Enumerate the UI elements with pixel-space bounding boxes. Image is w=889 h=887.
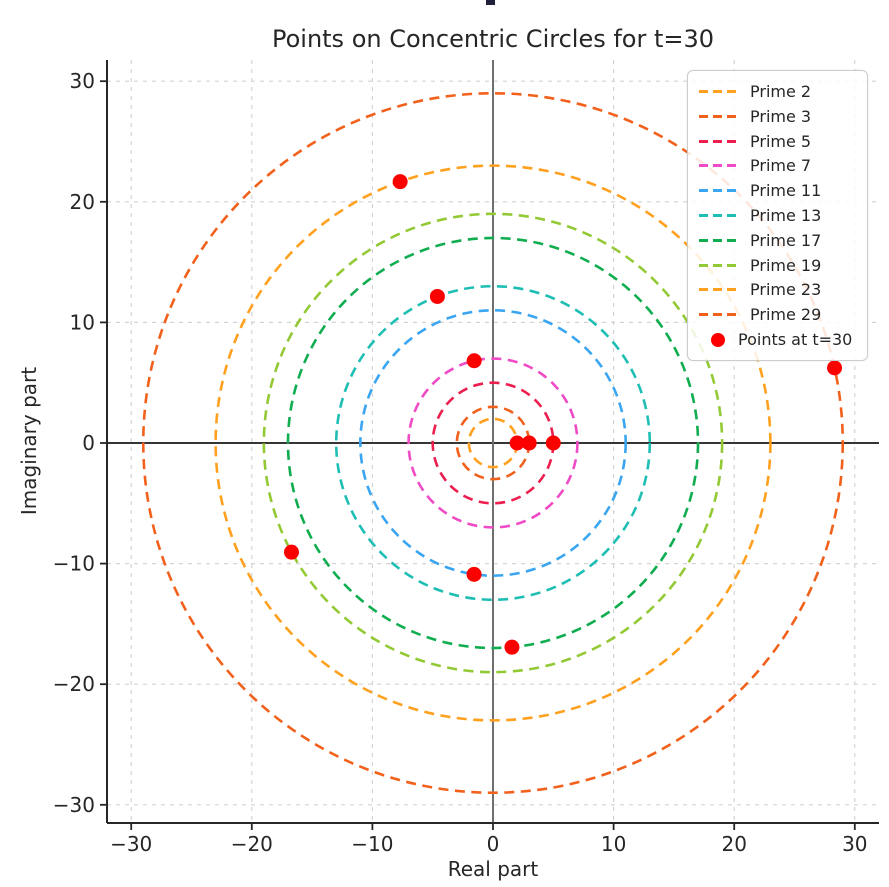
data-point-prime-5 xyxy=(545,435,561,451)
legend-item: Prime 11 xyxy=(694,178,861,203)
y-tick-label: −20 xyxy=(53,672,95,696)
data-point-prime-11 xyxy=(466,566,482,582)
legend-item: Prime 19 xyxy=(694,253,861,278)
data-points xyxy=(283,174,843,655)
legend-dash-icon xyxy=(699,114,737,118)
origin-axes xyxy=(107,60,879,823)
prime-circle-17 xyxy=(286,236,700,650)
prime-circle-19 xyxy=(262,212,724,674)
legend-item: Prime 3 xyxy=(694,104,861,129)
legend-dash-icon xyxy=(699,288,737,292)
y-tick-label: 30 xyxy=(70,69,95,93)
legend-label: Points at t=30 xyxy=(738,330,853,350)
legend-dash-icon xyxy=(699,189,737,193)
legend-label: Prime 17 xyxy=(750,230,822,250)
legend-dash-icon xyxy=(699,164,737,168)
x-tick-label: 20 xyxy=(721,832,746,856)
legend-label: Prime 2 xyxy=(750,81,812,101)
legend-item: Prime 17 xyxy=(694,228,861,253)
legend-label: Prime 23 xyxy=(750,280,822,300)
legend-label: Prime 5 xyxy=(750,131,812,151)
data-point-prime-13 xyxy=(429,288,445,304)
cropped-ui-fragment xyxy=(486,0,495,5)
legend-item: Prime 7 xyxy=(694,153,861,178)
legend-dash-icon xyxy=(699,263,737,267)
x-tick-label: −10 xyxy=(351,832,393,856)
x-tick-label: 0 xyxy=(487,832,500,856)
data-point-prime-7 xyxy=(466,353,482,369)
data-point-prime-17 xyxy=(504,639,520,655)
y-tick-label: 10 xyxy=(70,310,95,334)
data-point-prime-3 xyxy=(521,435,537,451)
y-axis-label: Imaginary part xyxy=(17,366,41,516)
legend-dash-icon xyxy=(699,139,737,143)
x-tick-label: 30 xyxy=(842,832,867,856)
prime-circle-7 xyxy=(407,357,579,529)
x-axis-label: Real part xyxy=(447,857,539,881)
y-tick-label: −10 xyxy=(53,552,95,576)
prime-circle-11 xyxy=(359,309,627,577)
legend-label: Prime 11 xyxy=(750,181,822,201)
data-point-prime-23 xyxy=(392,174,408,190)
legend-dash-icon xyxy=(699,238,737,242)
prime-circle-23 xyxy=(214,164,772,722)
y-tick-label: 0 xyxy=(82,431,95,455)
legend-label: Prime 7 xyxy=(750,156,812,176)
chart-title: Points on Concentric Circles for t=30 xyxy=(271,25,715,53)
legend: Prime 2 Prime 3 Prime 5 Prime 7 Prime 11 Prim… xyxy=(687,70,868,361)
legend-item: Prime 2 xyxy=(694,79,861,104)
prime-circle-29 xyxy=(141,91,845,795)
legend-item: Prime 23 xyxy=(694,278,861,303)
legend-point-icon xyxy=(711,332,725,347)
data-point-prime-19 xyxy=(283,544,299,560)
legend-dash-icon xyxy=(699,213,737,217)
y-tick-label: −30 xyxy=(53,793,95,817)
x-tick-label: −20 xyxy=(231,832,273,856)
legend-item: Prime 29 xyxy=(694,302,861,327)
legend-label: Prime 3 xyxy=(750,106,812,126)
x-tick-label: −30 xyxy=(110,832,152,856)
legend-label: Prime 19 xyxy=(750,255,822,275)
x-tick-label: 10 xyxy=(601,832,626,856)
tick-labels: −30 −20 −10 0 10 20 30 −30 −20 −10 0 10 20 30 xyxy=(53,69,868,856)
legend-label: Prime 13 xyxy=(750,205,822,225)
prime-circle-13 xyxy=(334,284,652,602)
legend-item: Prime 13 xyxy=(694,203,861,228)
legend-item: Prime 5 xyxy=(694,129,861,154)
legend-item: Points at t=30 xyxy=(694,327,861,352)
legend-dash-icon xyxy=(699,313,737,317)
legend-label: Prime 29 xyxy=(750,305,822,325)
legend-dash-icon xyxy=(699,89,737,93)
y-tick-label: 20 xyxy=(70,190,95,214)
axes-spines xyxy=(100,60,879,830)
data-point-prime-29 xyxy=(827,360,843,376)
data-point-prime-2 xyxy=(509,435,525,451)
